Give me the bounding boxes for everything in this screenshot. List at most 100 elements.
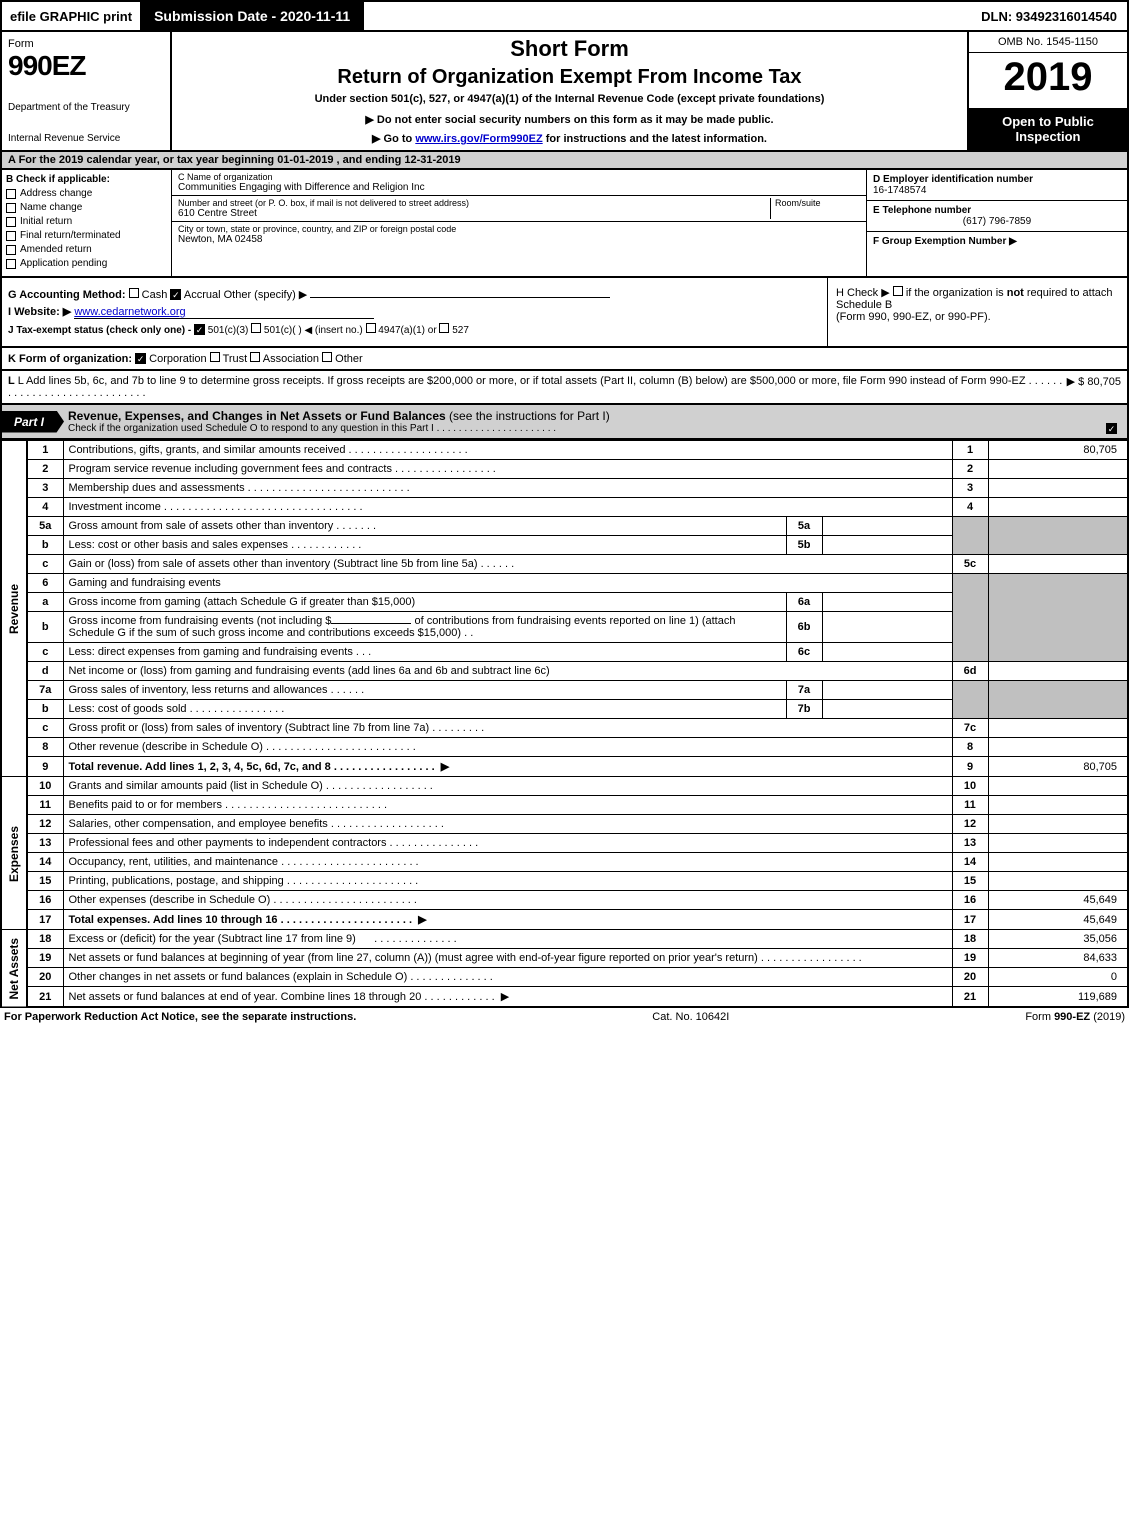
chk-application-pending[interactable]: Application pending — [6, 258, 167, 269]
ein-row: D Employer identification number 16-1748… — [867, 170, 1127, 201]
chk-final-return[interactable]: Final return/terminated — [6, 230, 167, 241]
g-other-input[interactable] — [310, 297, 610, 298]
irs-label: Internal Revenue Service — [8, 133, 164, 144]
table-row: 2 Program service revenue including gove… — [1, 460, 1128, 479]
table-row: c Gross profit or (loss) from sales of i… — [1, 719, 1128, 738]
checkbox-icon[interactable] — [210, 352, 220, 362]
j-line: J Tax-exempt status (check only one) - ✓… — [8, 323, 821, 336]
h-block: H Check ▶ if the organization is not req… — [827, 278, 1127, 346]
i-line: I Website: ▶ www.cedarnetwork.org — [8, 305, 821, 319]
footer-center: Cat. No. 10642I — [652, 1011, 729, 1023]
line16-value: 45,649 — [988, 891, 1128, 910]
period-row: A For the 2019 calendar year, or tax yea… — [0, 152, 1129, 170]
street-label: Number and street (or P. O. box, if mail… — [178, 198, 770, 208]
form-header: Form 990EZ Department of the Treasury In… — [0, 32, 1129, 152]
table-row: 7a Gross sales of inventory, less return… — [1, 681, 1128, 700]
table-row: 9 Total revenue. Add lines 1, 2, 3, 4, 5… — [1, 757, 1128, 777]
org-name-row: C Name of organization Communities Engag… — [172, 170, 866, 196]
line9-value: 80,705 — [988, 757, 1128, 777]
j-label: J Tax-exempt status (check only one) - — [8, 325, 191, 336]
checkbox-icon[interactable] — [893, 286, 903, 296]
form-number: 990EZ — [8, 50, 164, 82]
checkbox-icon[interactable] — [366, 323, 376, 333]
checkbox-checked-icon[interactable]: ✓ — [170, 289, 181, 300]
goto-line: ▶ Go to www.irs.gov/Form990EZ for instru… — [180, 132, 959, 145]
table-row: 19 Net assets or fund balances at beginn… — [1, 949, 1128, 968]
checkbox-icon[interactable] — [251, 323, 261, 333]
checkbox-checked-icon[interactable]: ✓ — [1106, 423, 1117, 434]
org-name-label: C Name of organization — [178, 172, 860, 182]
omb-number: OMB No. 1545-1150 — [969, 32, 1127, 53]
netassets-side-label: Net Assets — [1, 930, 27, 1008]
k-row: K Form of organization: ✓ Corporation Tr… — [0, 348, 1129, 371]
g-line: G Accounting Method: Cash ✓ Accrual Othe… — [8, 288, 821, 301]
table-row: 12 Salaries, other compensation, and emp… — [1, 815, 1128, 834]
checkbox-icon — [6, 203, 16, 213]
table-row: 13 Professional fees and other payments … — [1, 834, 1128, 853]
i-label: I Website: ▶ — [8, 306, 71, 318]
return-title: Return of Organization Exempt From Incom… — [180, 66, 959, 89]
table-row: 20 Other changes in net assets or fund b… — [1, 968, 1128, 987]
line19-value: 84,633 — [988, 949, 1128, 968]
table-row: c Gain or (loss) from sale of assets oth… — [1, 555, 1128, 574]
line17-value: 45,649 — [988, 910, 1128, 930]
submission-date-badge: Submission Date - 2020-11-11 — [140, 2, 364, 30]
tel-value: (617) 796-7859 — [873, 216, 1121, 227]
goto-suffix: for instructions and the latest informat… — [546, 133, 767, 145]
chk-name-change[interactable]: Name change — [6, 202, 167, 213]
chk-initial-return[interactable]: Initial return — [6, 216, 167, 227]
checkbox-icon — [6, 259, 16, 269]
l-amount: ▶ $ 80,705 — [1067, 375, 1121, 388]
goto-prefix: ▶ Go to — [372, 133, 415, 145]
website-link[interactable]: www.cedarnetwork.org — [74, 306, 374, 319]
form-word: Form — [8, 38, 164, 50]
expenses-side-label: Expenses — [1, 777, 27, 930]
h-text3: (Form 990, 990-EZ, or 990-PF). — [836, 311, 991, 323]
ein-label: D Employer identification number — [873, 174, 1121, 185]
efile-label: efile GRAPHIC print — [2, 5, 140, 28]
city-value: Newton, MA 02458 — [178, 234, 860, 245]
checkbox-icon — [6, 189, 16, 199]
chk-amended-return[interactable]: Amended return — [6, 244, 167, 255]
checkbox-icon[interactable] — [129, 288, 139, 298]
line18-value: 35,056 — [988, 930, 1128, 949]
group-row: F Group Exemption Number ▶ — [867, 232, 1127, 251]
street-row: Number and street (or P. O. box, if mail… — [172, 196, 866, 222]
part1-table: Revenue 1 Contributions, gifts, grants, … — [0, 440, 1129, 1008]
tax-year: 2019 — [969, 53, 1127, 102]
table-row: 17 Total expenses. Add lines 10 through … — [1, 910, 1128, 930]
page-footer: For Paperwork Reduction Act Notice, see … — [0, 1008, 1129, 1026]
part1-badge: Part I — [2, 411, 64, 433]
b-header: B Check if applicable: — [6, 174, 167, 185]
checkbox-icon — [6, 245, 16, 255]
group-label: F Group Exemption Number ▶ — [873, 236, 1017, 247]
part1-title: Revenue, Expenses, and Changes in Net As… — [64, 405, 1127, 438]
table-row: 3 Membership dues and assessments . . . … — [1, 479, 1128, 498]
goto-link[interactable]: www.irs.gov/Form990EZ — [415, 133, 542, 145]
h-text1: H Check ▶ — [836, 287, 890, 299]
table-row: 15 Printing, publications, postage, and … — [1, 872, 1128, 891]
tel-label: E Telephone number — [873, 205, 1121, 216]
checkbox-checked-icon[interactable]: ✓ — [194, 324, 205, 335]
section-b: B Check if applicable: Address change Na… — [2, 170, 172, 276]
do-not-enter-text: ▶ Do not enter social security numbers o… — [180, 113, 959, 126]
table-row: Expenses 10 Grants and similar amounts p… — [1, 777, 1128, 796]
checkbox-checked-icon[interactable]: ✓ — [135, 353, 146, 364]
table-row: 14 Occupancy, rent, utilities, and maint… — [1, 853, 1128, 872]
table-row: 6 Gaming and fundraising events — [1, 574, 1128, 593]
topbar: efile GRAPHIC print Submission Date - 20… — [0, 0, 1129, 32]
checkbox-icon[interactable] — [439, 323, 449, 333]
open-public-badge: Open to Public Inspection — [969, 108, 1127, 150]
header-right: OMB No. 1545-1150 2019 Open to Public In… — [967, 32, 1127, 150]
info-block: B Check if applicable: Address change Na… — [0, 170, 1129, 278]
gij-left: G Accounting Method: Cash ✓ Accrual Othe… — [2, 278, 827, 346]
line21-value: 119,689 — [988, 987, 1128, 1008]
ein-value: 16-1748574 — [873, 185, 1121, 196]
section-c: C Name of organization Communities Engag… — [172, 170, 867, 276]
checkbox-icon[interactable] — [322, 352, 332, 362]
checkbox-icon[interactable] — [250, 352, 260, 362]
room-label: Room/suite — [775, 198, 860, 208]
chk-address-change[interactable]: Address change — [6, 188, 167, 199]
l-row: L L Add lines 5b, 6c, and 7b to line 9 t… — [0, 371, 1129, 405]
table-row: 4 Investment income . . . . . . . . . . … — [1, 498, 1128, 517]
